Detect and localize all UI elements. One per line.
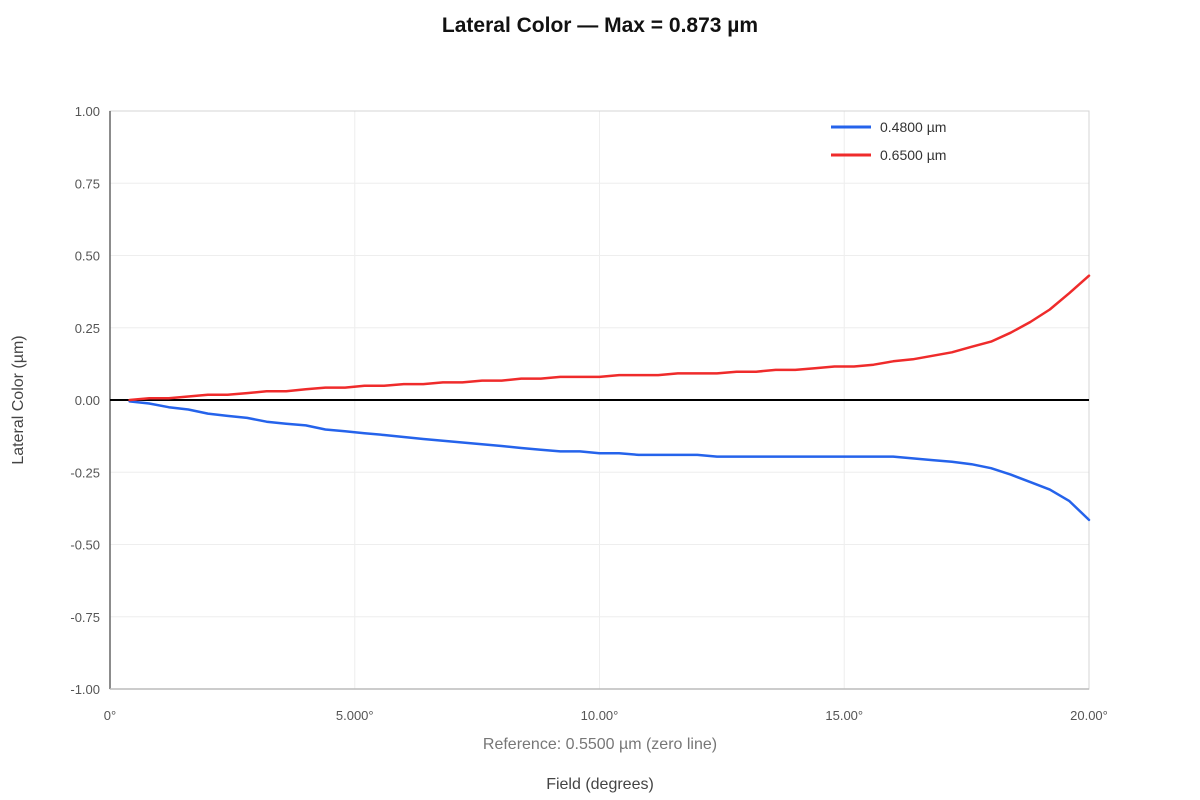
legend-label: 0.6500 µm	[880, 147, 946, 163]
y-tick-label: 1.00	[75, 104, 100, 119]
chart-title: Lateral Color — Max = 0.873 µm	[441, 14, 759, 37]
y-axis-title: Lateral Color (µm)	[10, 335, 27, 464]
series-line	[128, 400, 1091, 522]
x-tick-label: 0°	[104, 708, 116, 723]
series-layer	[128, 274, 1091, 522]
y-tick-label: -0.25	[70, 465, 100, 480]
axis-layer: 1.00 0.75 0.50 0.25 0.00 -0.25 -0.50 -0.75 -1.00…	[70, 104, 1108, 723]
y-tick-label: 0.50	[75, 249, 100, 264]
y-tick-label: 0.00	[75, 393, 100, 408]
x-axis-title: Field (degrees)	[546, 776, 654, 793]
y-tick-label: 0.75	[75, 176, 100, 191]
y-tick-label: -0.75	[70, 610, 100, 625]
x-tick-label: 5.000°	[336, 708, 374, 723]
y-tick-label: -0.50	[70, 538, 100, 553]
legend-label: 0.4800 µm	[880, 119, 946, 135]
y-tick-label: 0.25	[75, 321, 100, 336]
y-tick-label: -1.00	[70, 682, 100, 697]
x-tick-label: 20.00°	[1070, 708, 1108, 723]
x-tick-label: 15.00°	[825, 708, 863, 723]
legend: 0.4800 µm 0.6500 µm	[831, 119, 946, 163]
x-tick-label: 10.00°	[581, 708, 619, 723]
reference-note: Reference: 0.5500 µm (zero line)	[483, 736, 717, 753]
series-line	[128, 274, 1091, 402]
